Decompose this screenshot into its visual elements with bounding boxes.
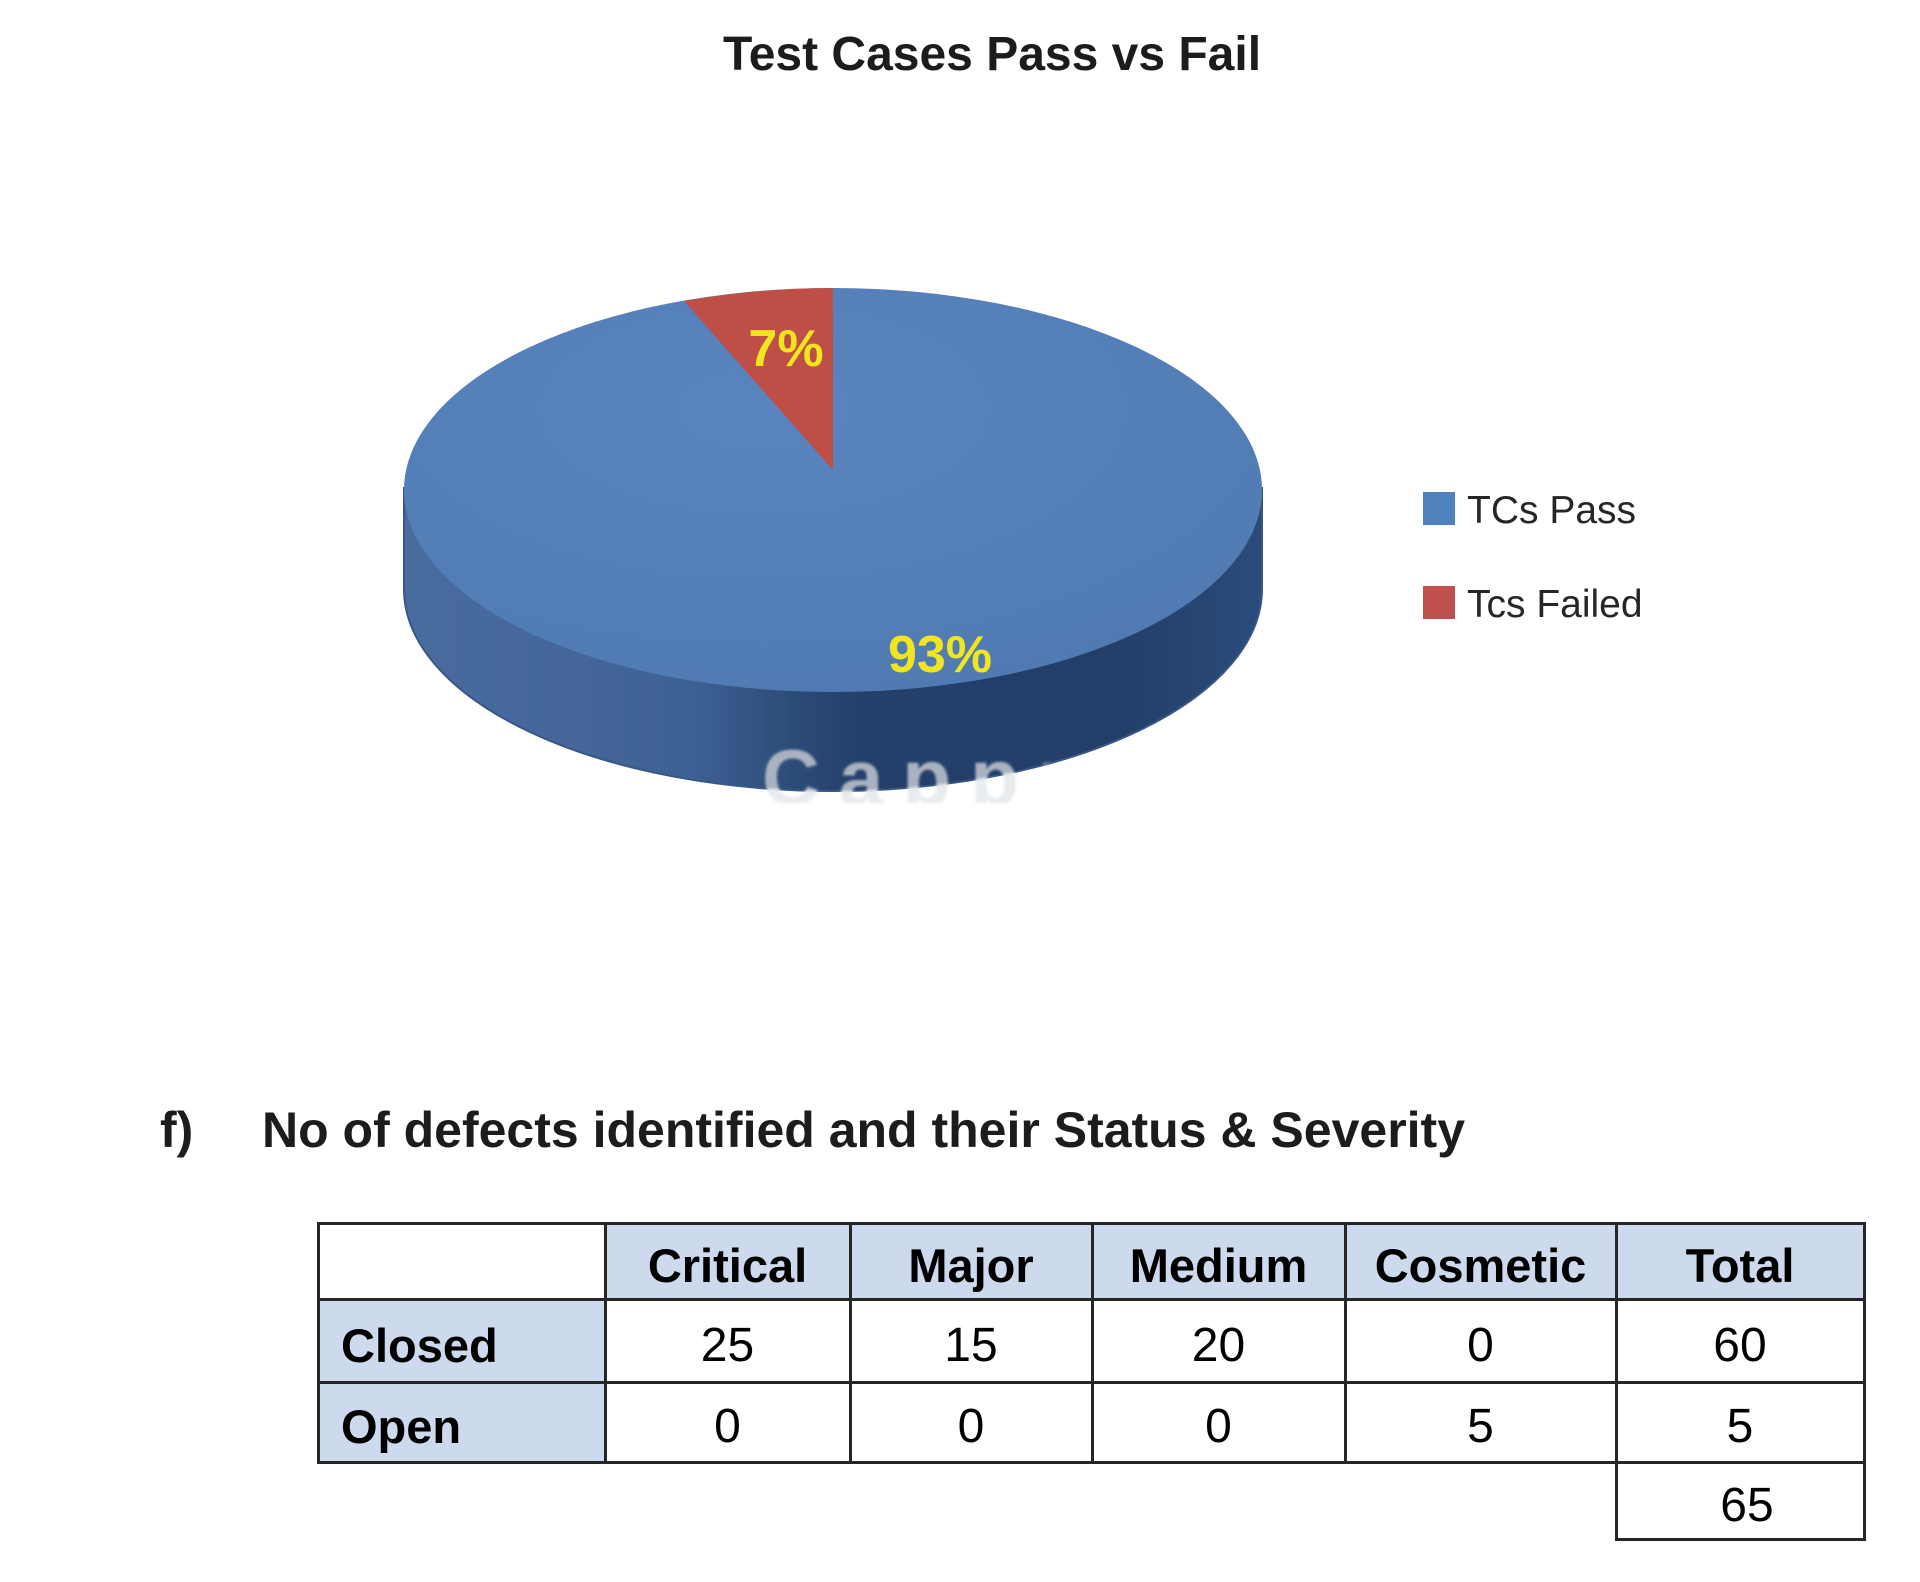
svg-text:7%: 7% <box>748 320 823 378</box>
svg-text:Cappn: Cappn <box>762 733 1106 822</box>
svg-text:93%: 93% <box>888 626 992 684</box>
